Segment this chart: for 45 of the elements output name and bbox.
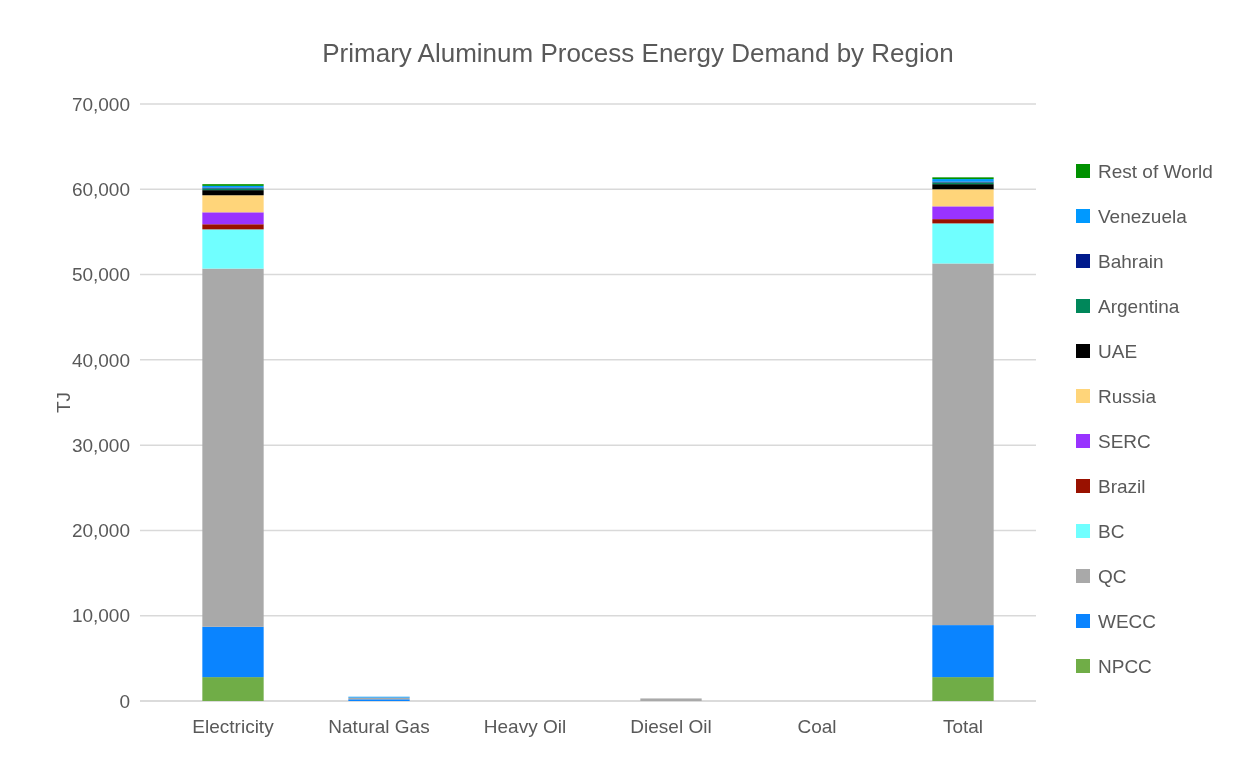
bar — [932, 189, 994, 207]
bar — [640, 698, 702, 701]
legend-label: BC — [1098, 520, 1125, 542]
bar — [932, 625, 994, 678]
bar — [202, 190, 264, 196]
bar — [202, 626, 264, 678]
bar — [202, 677, 264, 701]
bar — [932, 219, 994, 224]
y-tick-label: 70,000 — [71, 93, 130, 115]
y-tick-label: 40,000 — [71, 349, 130, 371]
bar — [932, 184, 994, 190]
x-tick-label: Electricity — [192, 716, 275, 737]
legend-label: NPCC — [1098, 655, 1152, 677]
x-tick-label: Heavy Oil — [483, 716, 567, 737]
bar — [202, 229, 264, 269]
y-tick-label: 50,000 — [71, 264, 130, 286]
bar — [932, 263, 994, 626]
bar — [932, 223, 994, 264]
y-tick-label: 0 — [119, 690, 130, 712]
y-tick-label: 20,000 — [71, 520, 130, 542]
legend-label: UAE — [1098, 340, 1138, 362]
bar — [202, 212, 264, 225]
x-tick-label: Coal — [797, 716, 837, 737]
x-tick-label: Diesel Oil — [630, 716, 712, 737]
bar — [202, 268, 264, 627]
legend-label: Rest of World — [1098, 160, 1213, 182]
legend-label: WECC — [1098, 610, 1157, 632]
legend-label: Russia — [1098, 385, 1157, 407]
bar — [932, 206, 994, 220]
x-tick-label: Natural Gas — [328, 716, 430, 737]
y-tick-label: 30,000 — [71, 434, 130, 456]
chart-title: Primary Aluminum Process Energy Demand by Region — [322, 38, 954, 68]
legend-label: Argentina — [1098, 295, 1180, 317]
y-tick-label: 60,000 — [71, 178, 130, 200]
legend-label: SERC — [1098, 430, 1151, 452]
bar — [202, 195, 264, 213]
legend-label: QC — [1098, 565, 1127, 587]
x-tick-label: Total — [942, 716, 984, 737]
legend-label: Bahrain — [1098, 250, 1164, 272]
y-tick-label: 10,000 — [71, 605, 130, 627]
legend-label: Brazil — [1098, 475, 1146, 497]
bar — [202, 224, 264, 230]
legend-label: Venezuela — [1098, 205, 1188, 227]
bar — [932, 677, 994, 701]
y-axis-title: TJ — [53, 391, 74, 414]
